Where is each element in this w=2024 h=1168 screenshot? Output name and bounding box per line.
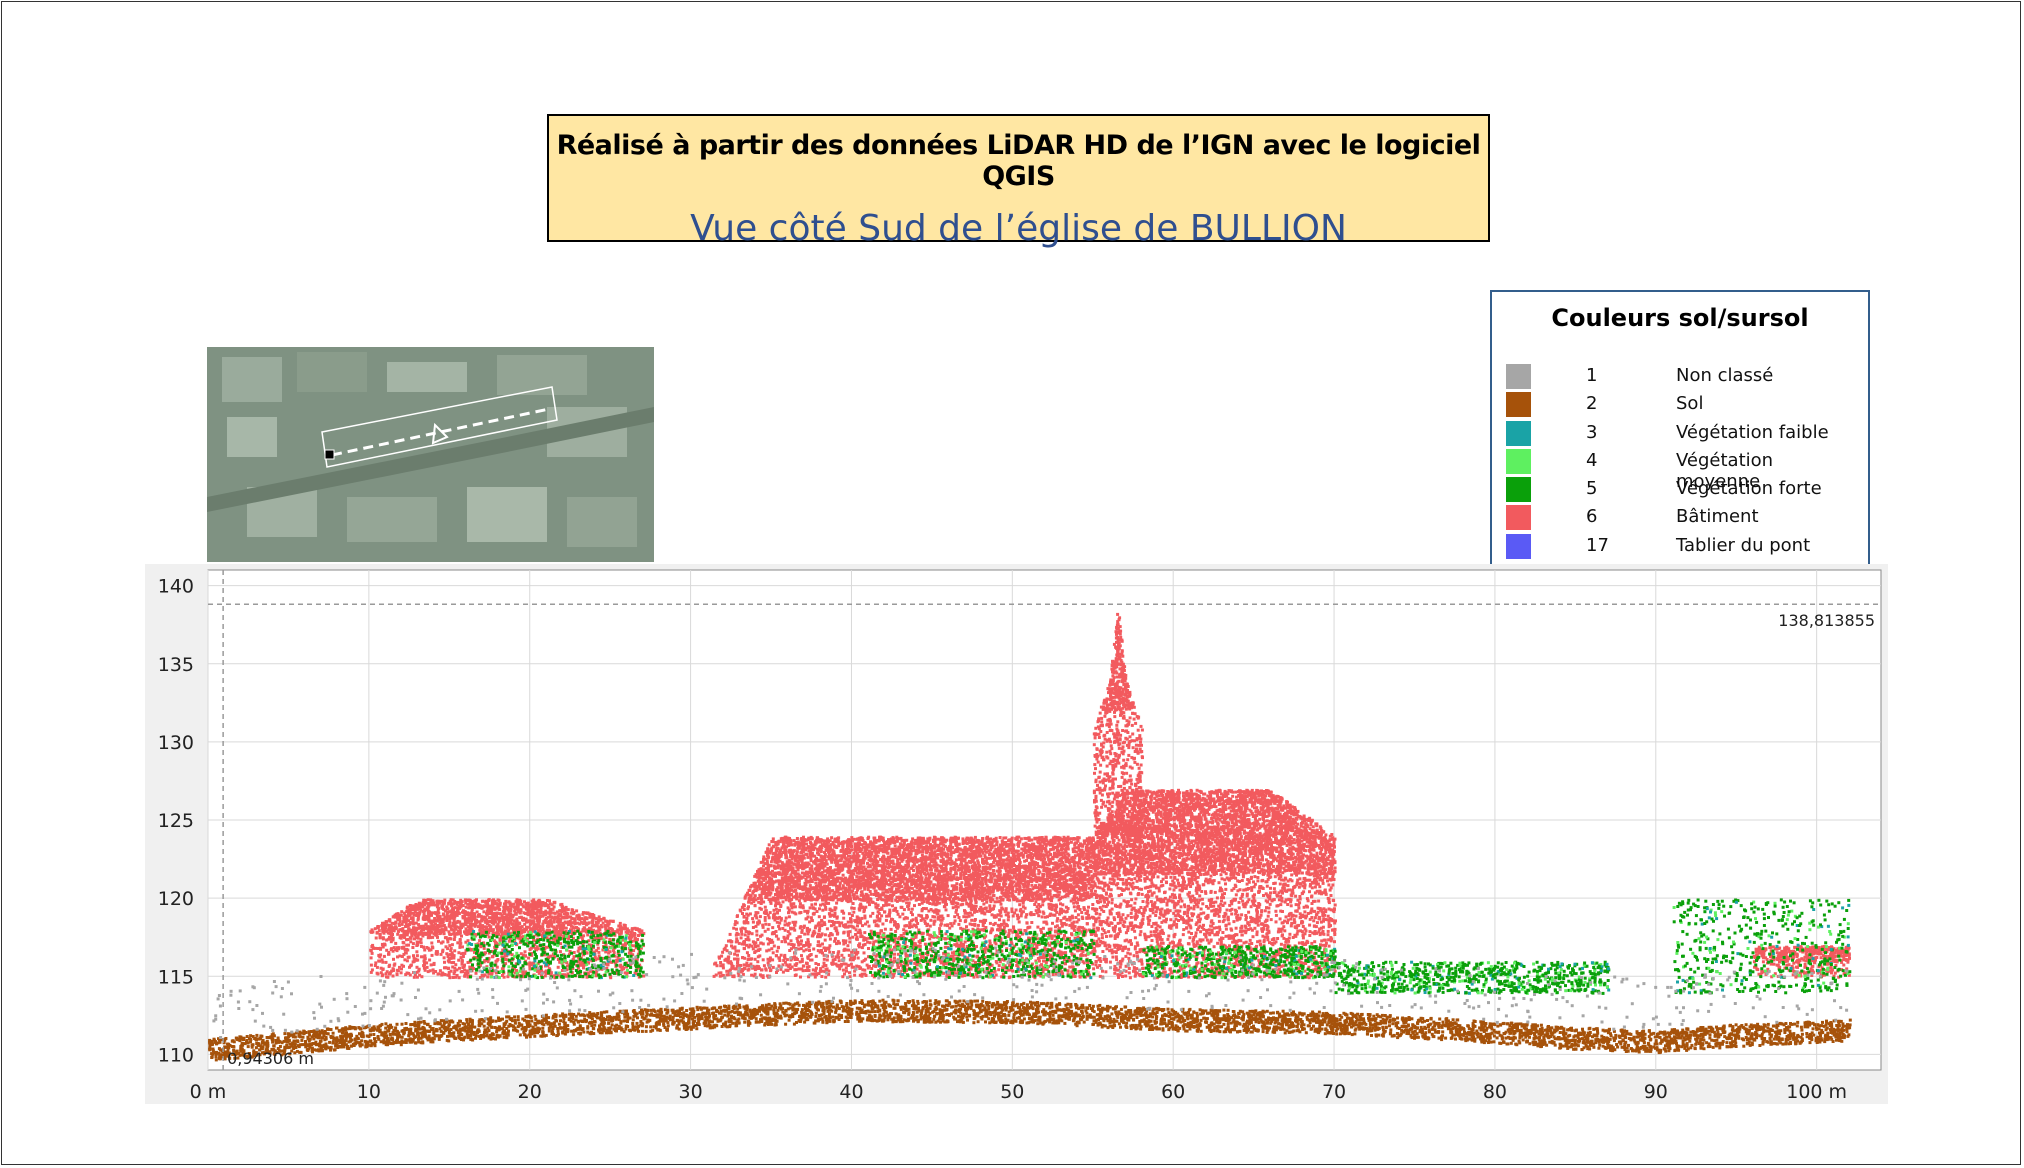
legend-item-vegetation-faible: 3 Végétation faible — [1506, 419, 1856, 447]
legend-swatch — [1506, 420, 1531, 446]
title-source: Réalisé à partir des données LiDAR HD de… — [549, 130, 1488, 192]
title-box: Réalisé à partir des données LiDAR HD de… — [547, 114, 1490, 249]
legend-code: 17 — [1586, 535, 1609, 556]
legend-item-sol: 2 Sol — [1506, 390, 1856, 418]
y-tick-label: 135 — [158, 654, 194, 676]
x-tick-label: 30 — [679, 1081, 703, 1103]
x-tick-label: 100 m — [1786, 1081, 1847, 1103]
legend-swatch — [1506, 392, 1531, 418]
legend-label: Végétation forte — [1676, 478, 1822, 499]
legend-label: Tablier du pont — [1676, 535, 1810, 556]
x-tick-label: 90 — [1644, 1081, 1668, 1103]
legend: Couleurs sol/sursol 1 Non classé 2 Sol 3… — [1490, 290, 1870, 570]
y-tick-label: 120 — [158, 888, 194, 910]
legend-title: Couleurs sol/sursol — [1492, 304, 1868, 332]
legend-code: 2 — [1586, 393, 1597, 414]
x-tick-label: 40 — [839, 1081, 863, 1103]
x-tick-label: 0 m — [190, 1081, 227, 1103]
x-tick-label: 80 — [1483, 1081, 1507, 1103]
legend-item-tablier-du-pont: 17 Tablier du pont — [1506, 532, 1856, 560]
x-tick-label: 50 — [1000, 1081, 1024, 1103]
y-tick-label: 125 — [158, 810, 194, 832]
axis-ticks: 0 m 10 20 30 40 50 60 70 80 90 100 m 110 115 120 125 13… — [158, 576, 1847, 1103]
legend-label: Sol — [1676, 393, 1703, 414]
legend-item-non-classe: 1 Non classé — [1506, 362, 1856, 390]
legend-swatch — [1506, 364, 1531, 389]
legend-item-vegetation-moyenne: 4 Végétation moyenne — [1506, 447, 1856, 492]
legend-label: Bâtiment — [1676, 506, 1759, 527]
annotations: 138,813855 0,94306 m — [208, 570, 1881, 1070]
legend-code: 3 — [1586, 422, 1597, 443]
y-tick-label: 130 — [158, 732, 194, 754]
legend-item-batiment: 6 Bâtiment — [1506, 503, 1856, 531]
legend-label: Non classé — [1676, 365, 1773, 386]
elevation-profile-chart: 138,813855 0,94306 m 0 m 10 20 30 40 50 60 70 80 9… — [145, 564, 1888, 1104]
y-tick-label: 115 — [158, 966, 194, 988]
legend-label: Végétation faible — [1676, 422, 1829, 443]
y-tick-label: 110 — [158, 1044, 194, 1066]
min-x-label: 0,94306 m — [227, 1049, 314, 1068]
legend-swatch — [1506, 477, 1531, 503]
legend-item-vegetation-forte: 5 Végétation forte — [1506, 475, 1856, 503]
aerial-thumbnail — [207, 347, 654, 562]
y-tick-label: 140 — [158, 576, 194, 598]
max-elevation-label: 138,813855 — [1778, 611, 1875, 630]
point-cloud — [208, 612, 1852, 1062]
legend-code: 6 — [1586, 506, 1597, 527]
legend-swatch — [1506, 505, 1531, 531]
x-tick-label: 20 — [518, 1081, 542, 1103]
legend-swatch — [1506, 533, 1531, 559]
legend-code: 1 — [1586, 365, 1597, 386]
legend-items: 1 Non classé 2 Sol 3 Végétation faible 4… — [1506, 362, 1856, 560]
x-tick-label: 10 — [357, 1081, 381, 1103]
legend-code: 4 — [1586, 450, 1597, 471]
legend-label: Végétation moyenne — [1676, 450, 1856, 492]
x-tick-label: 70 — [1322, 1081, 1346, 1103]
x-tick-label: 60 — [1161, 1081, 1185, 1103]
legend-swatch — [1506, 448, 1531, 474]
title-view: Vue côté Sud de l’église de BULLION — [549, 208, 1488, 249]
legend-code: 5 — [1586, 478, 1597, 499]
